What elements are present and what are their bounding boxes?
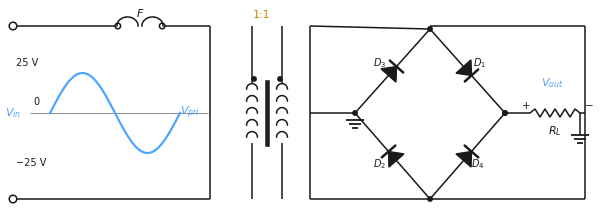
- Text: $V_{pri}$: $V_{pri}$: [180, 105, 200, 121]
- Polygon shape: [456, 151, 472, 167]
- Circle shape: [503, 111, 507, 115]
- Circle shape: [278, 77, 282, 81]
- Text: $R_L$: $R_L$: [548, 124, 562, 138]
- Text: 25 V: 25 V: [16, 58, 38, 68]
- Text: −25 V: −25 V: [16, 158, 46, 168]
- Text: +: +: [521, 101, 531, 111]
- Text: $V_{in}$: $V_{in}$: [5, 106, 21, 120]
- Circle shape: [353, 111, 357, 115]
- Text: $F$: $F$: [136, 7, 144, 19]
- Polygon shape: [381, 67, 396, 82]
- Text: $D_4$: $D_4$: [471, 157, 484, 171]
- Circle shape: [428, 27, 432, 31]
- Text: $D_2$: $D_2$: [373, 157, 386, 171]
- Text: $D_1$: $D_1$: [473, 56, 486, 70]
- Polygon shape: [388, 151, 404, 167]
- Text: 1:1: 1:1: [253, 10, 271, 20]
- Text: $D_3$: $D_3$: [373, 56, 386, 70]
- Text: $V_{out}$: $V_{out}$: [541, 76, 563, 90]
- Polygon shape: [456, 60, 472, 76]
- Circle shape: [428, 197, 432, 201]
- Circle shape: [252, 77, 256, 81]
- Text: −: −: [585, 101, 594, 111]
- Circle shape: [503, 111, 507, 115]
- Text: 0: 0: [33, 97, 39, 107]
